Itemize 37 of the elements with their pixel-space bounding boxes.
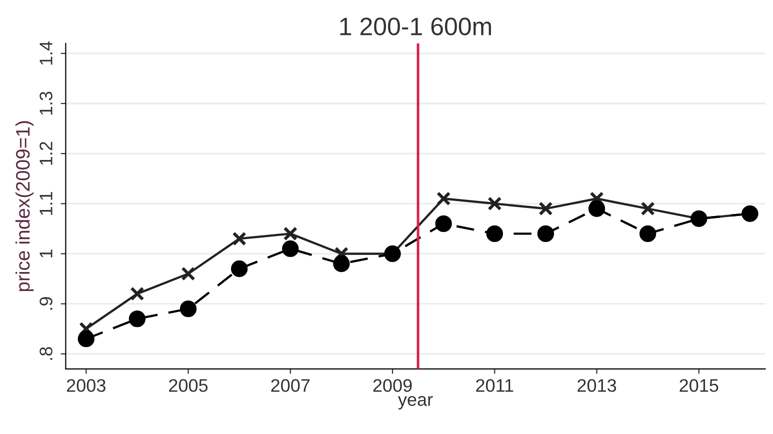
y-tick-label: 1 — [40, 250, 52, 258]
x-tick-label: 2013 — [578, 379, 616, 392]
point — [436, 192, 451, 206]
y-tick-label: 1.2 — [40, 142, 52, 165]
x-axis-title: year — [398, 396, 433, 410]
point — [232, 232, 246, 246]
point — [78, 330, 94, 348]
x-tick-label: 2015 — [680, 379, 718, 392]
point — [639, 225, 656, 242]
point — [79, 322, 94, 336]
x-tick-label: 2011 — [476, 379, 514, 392]
x-tick-label: 2009 — [373, 379, 412, 392]
point — [128, 310, 146, 328]
point — [486, 225, 503, 242]
point — [282, 240, 299, 258]
point — [283, 226, 298, 241]
point — [538, 202, 553, 216]
y-tick-label: 1.3 — [40, 92, 52, 115]
y-tick-label: 1.1 — [40, 192, 52, 215]
point — [588, 200, 606, 217]
point — [640, 202, 655, 216]
point — [230, 260, 248, 278]
y-tick-label: .8 — [40, 347, 52, 360]
x-tick-label: 2005 — [169, 379, 208, 392]
point — [435, 215, 452, 232]
point — [181, 266, 196, 281]
y-tick-label: 1.4 — [40, 41, 52, 65]
y-tick-label: .9 — [40, 297, 52, 310]
x-tick-label: 2003 — [66, 379, 106, 392]
chart-title: 1 200-1 600m — [340, 18, 491, 36]
point — [130, 286, 144, 301]
point — [180, 300, 197, 318]
y-axis-title: price index(2009=1) — [15, 121, 34, 292]
point — [333, 255, 350, 272]
point — [488, 196, 502, 211]
point — [537, 225, 554, 242]
x-tick-label: 2007 — [271, 379, 310, 392]
